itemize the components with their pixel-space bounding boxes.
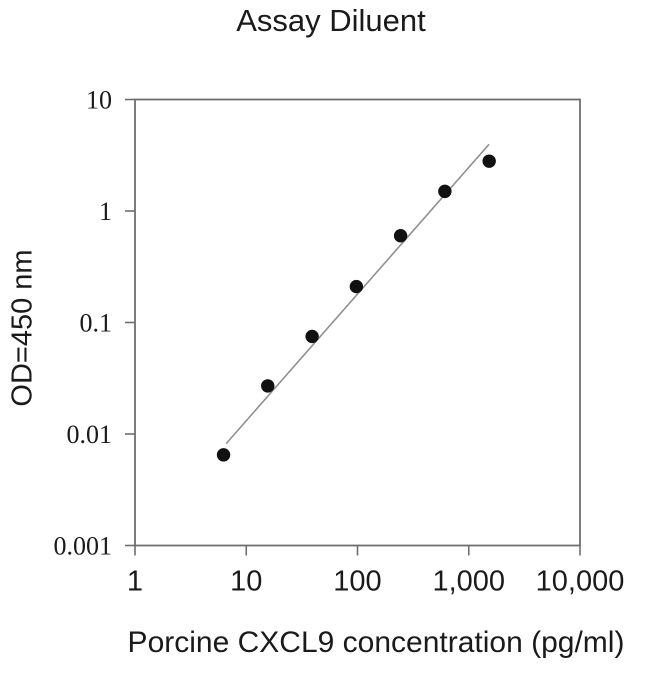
plot-border xyxy=(134,98,581,547)
data-point xyxy=(261,379,275,393)
y-tick-label: 0.01 xyxy=(67,420,113,449)
chart-title: Assay Diluent xyxy=(236,3,426,38)
x-tick-label: 100 xyxy=(333,566,381,598)
data-point xyxy=(438,184,452,199)
data-point xyxy=(349,279,364,294)
x-tick-label: 1 xyxy=(127,566,143,598)
data-point xyxy=(305,329,319,344)
x-tick-label: 1,000 xyxy=(432,566,505,598)
x-axis-label: Porcine CXCL9 concentration (pg/ml) xyxy=(127,626,625,659)
data-point xyxy=(393,229,408,243)
x-tick-label: 10 xyxy=(230,566,262,598)
y-tick-label: 0.001 xyxy=(54,532,113,561)
x-tick-label: 10,000 xyxy=(536,566,625,598)
y-tick-label: 1 xyxy=(99,197,112,226)
data-point xyxy=(216,448,231,462)
y-tick-label: 0.1 xyxy=(80,309,113,338)
data-point xyxy=(482,154,496,168)
y-axis-label: OD=450 nm xyxy=(6,249,39,407)
y-tick-label: 10 xyxy=(86,86,112,115)
